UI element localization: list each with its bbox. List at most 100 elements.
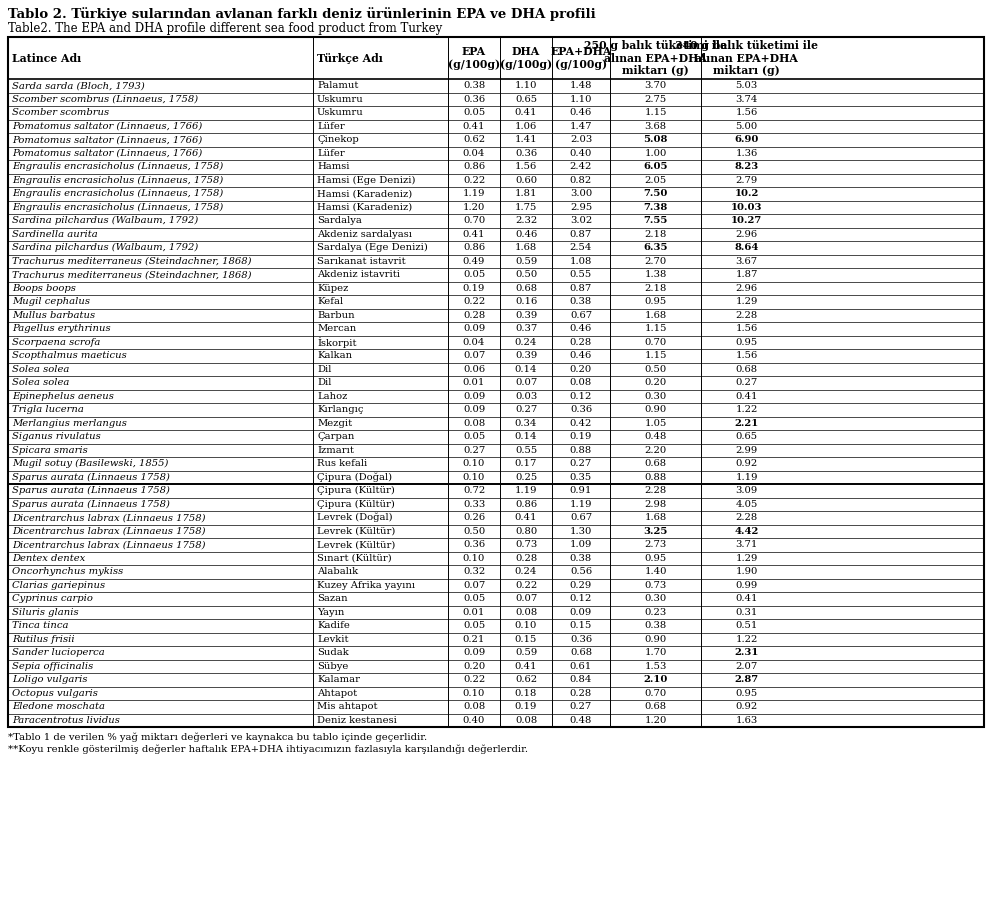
Text: Çipura (Kültür): Çipura (Kültür) bbox=[317, 486, 395, 495]
Text: 0.68: 0.68 bbox=[644, 459, 666, 468]
Text: 0.12: 0.12 bbox=[570, 594, 592, 603]
Text: DHA
(g/100g): DHA (g/100g) bbox=[499, 46, 552, 70]
Text: 2.28: 2.28 bbox=[736, 513, 758, 522]
Text: 0.14: 0.14 bbox=[514, 432, 537, 441]
Text: 7.50: 7.50 bbox=[643, 189, 667, 199]
Text: 3.02: 3.02 bbox=[570, 216, 592, 225]
Text: Engraulis encrasicholus (Linnaeus, 1758): Engraulis encrasicholus (Linnaeus, 1758) bbox=[12, 203, 223, 211]
Text: 2.73: 2.73 bbox=[644, 540, 666, 549]
Text: 3.71: 3.71 bbox=[735, 540, 758, 549]
Text: 0.68: 0.68 bbox=[644, 702, 666, 711]
Text: 0.09: 0.09 bbox=[463, 324, 486, 333]
Text: Kadife: Kadife bbox=[317, 621, 350, 630]
Text: 0.72: 0.72 bbox=[463, 486, 486, 495]
Text: 1.68: 1.68 bbox=[515, 243, 537, 253]
Text: 1.68: 1.68 bbox=[644, 311, 666, 319]
Text: Kefal: Kefal bbox=[317, 297, 344, 307]
Text: Sudak: Sudak bbox=[317, 648, 349, 657]
Text: 0.15: 0.15 bbox=[570, 621, 592, 630]
Text: 0.68: 0.68 bbox=[515, 284, 537, 293]
Text: 1.30: 1.30 bbox=[570, 527, 592, 536]
Text: 0.09: 0.09 bbox=[463, 392, 486, 401]
Text: 8.23: 8.23 bbox=[735, 162, 759, 171]
Text: 2.79: 2.79 bbox=[736, 176, 758, 185]
Text: Levrek (Kültür): Levrek (Kültür) bbox=[317, 540, 395, 549]
Text: 0.34: 0.34 bbox=[514, 419, 537, 427]
Text: Dicentrarchus labrax (Linnaeus 1758): Dicentrarchus labrax (Linnaeus 1758) bbox=[12, 540, 206, 549]
Text: 1.05: 1.05 bbox=[644, 419, 666, 427]
Text: 1.81: 1.81 bbox=[514, 189, 537, 199]
Text: 0.22: 0.22 bbox=[463, 176, 486, 185]
Text: Table2. The EPA and DHA profile different sea food product from Turkey: Table2. The EPA and DHA profile differen… bbox=[8, 22, 442, 35]
Text: 1.19: 1.19 bbox=[570, 500, 592, 509]
Text: 0.95: 0.95 bbox=[644, 554, 666, 563]
Text: 2.32: 2.32 bbox=[515, 216, 537, 225]
Text: 0.50: 0.50 bbox=[463, 527, 486, 536]
Text: Akdeniz sardalyası: Akdeniz sardalyası bbox=[317, 230, 412, 239]
Text: 0.05: 0.05 bbox=[463, 432, 486, 441]
Text: Scomber scombrus (Linnaeus, 1758): Scomber scombrus (Linnaeus, 1758) bbox=[12, 95, 199, 103]
Text: 1.06: 1.06 bbox=[515, 122, 537, 131]
Text: 10.03: 10.03 bbox=[731, 203, 763, 211]
Text: 0.27: 0.27 bbox=[515, 405, 537, 414]
Text: 0.28: 0.28 bbox=[463, 311, 486, 319]
Text: 0.28: 0.28 bbox=[515, 554, 537, 563]
Text: Yayın: Yayın bbox=[317, 608, 345, 617]
Text: Türkçe Adı: Türkçe Adı bbox=[317, 52, 383, 63]
Text: 0.59: 0.59 bbox=[515, 648, 537, 657]
Text: Dicentrarchus labrax (Linnaeus 1758): Dicentrarchus labrax (Linnaeus 1758) bbox=[12, 527, 206, 536]
Text: 0.07: 0.07 bbox=[515, 378, 537, 387]
Text: 0.05: 0.05 bbox=[463, 270, 486, 279]
Text: Scomber scombrus: Scomber scombrus bbox=[12, 108, 109, 117]
Text: 0.62: 0.62 bbox=[463, 135, 485, 145]
Text: 6.05: 6.05 bbox=[643, 162, 667, 171]
Text: Sarıkanat istavrit: Sarıkanat istavrit bbox=[317, 257, 405, 265]
Text: 2.21: 2.21 bbox=[735, 419, 759, 427]
Text: Mis ahtapot: Mis ahtapot bbox=[317, 702, 377, 711]
Text: 0.68: 0.68 bbox=[736, 365, 758, 373]
Text: 0.99: 0.99 bbox=[736, 581, 758, 590]
Text: 1.22: 1.22 bbox=[735, 405, 758, 414]
Text: Octopus vulgaris: Octopus vulgaris bbox=[12, 689, 98, 698]
Text: 2.54: 2.54 bbox=[570, 243, 592, 253]
Text: Trigla lucerna: Trigla lucerna bbox=[12, 405, 83, 414]
Text: Dentex dentex: Dentex dentex bbox=[12, 554, 85, 563]
Text: 0.84: 0.84 bbox=[570, 675, 592, 684]
Text: Mullus barbatus: Mullus barbatus bbox=[12, 311, 95, 319]
Text: 0.07: 0.07 bbox=[463, 581, 486, 590]
Text: 0.36: 0.36 bbox=[515, 149, 537, 157]
Text: Dicentrarchus labrax (Linnaeus 1758): Dicentrarchus labrax (Linnaeus 1758) bbox=[12, 513, 206, 522]
Text: 0.41: 0.41 bbox=[514, 108, 537, 117]
Text: 0.29: 0.29 bbox=[570, 581, 592, 590]
Text: 0.09: 0.09 bbox=[570, 608, 592, 617]
Text: 0.04: 0.04 bbox=[463, 149, 486, 157]
Text: 0.05: 0.05 bbox=[463, 621, 486, 630]
Text: 0.18: 0.18 bbox=[514, 689, 537, 698]
Text: 1.40: 1.40 bbox=[644, 567, 666, 576]
Text: Sparus aurata (Linnaeus 1758): Sparus aurata (Linnaeus 1758) bbox=[12, 486, 170, 495]
Text: 0.82: 0.82 bbox=[570, 176, 592, 185]
Text: Akdeniz istavriti: Akdeniz istavriti bbox=[317, 270, 400, 279]
Text: 0.08: 0.08 bbox=[463, 702, 486, 711]
Text: Kalkan: Kalkan bbox=[317, 351, 353, 361]
Text: 0.41: 0.41 bbox=[735, 392, 758, 401]
Text: İskorpit: İskorpit bbox=[317, 337, 356, 348]
Text: 0.10: 0.10 bbox=[463, 689, 486, 698]
Text: Çipura (Kültür): Çipura (Kültür) bbox=[317, 500, 395, 509]
Text: Sardalya (Ege Denizi): Sardalya (Ege Denizi) bbox=[317, 243, 428, 253]
Text: 0.21: 0.21 bbox=[463, 635, 486, 644]
Text: 2.28: 2.28 bbox=[644, 486, 666, 495]
Text: Mezgit: Mezgit bbox=[317, 419, 353, 427]
Text: 0.50: 0.50 bbox=[515, 270, 537, 279]
Text: 0.67: 0.67 bbox=[570, 513, 592, 522]
Text: 0.49: 0.49 bbox=[463, 257, 486, 265]
Text: 0.19: 0.19 bbox=[463, 284, 486, 293]
Text: Çinekop: Çinekop bbox=[317, 135, 358, 145]
Text: Tablo 2. Türkiye sularından avlanan farklı deniz ürünlerinin EPA ve DHA profili: Tablo 2. Türkiye sularından avlanan fark… bbox=[8, 7, 596, 21]
Text: 0.95: 0.95 bbox=[736, 689, 758, 698]
Text: 0.27: 0.27 bbox=[570, 702, 592, 711]
Text: Lüfer: Lüfer bbox=[317, 122, 345, 131]
Text: 1.15: 1.15 bbox=[644, 108, 666, 117]
Text: 4.05: 4.05 bbox=[735, 500, 758, 509]
Text: 1.70: 1.70 bbox=[644, 648, 666, 657]
